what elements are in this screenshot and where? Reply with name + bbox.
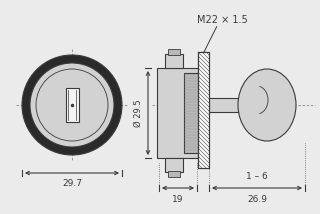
Circle shape — [22, 55, 122, 155]
Bar — [66, 88, 78, 122]
Circle shape — [30, 63, 114, 147]
Bar — [157, 68, 198, 158]
Text: 1 – 6: 1 – 6 — [246, 172, 268, 181]
Text: 19: 19 — [172, 195, 184, 204]
Ellipse shape — [238, 69, 296, 141]
Bar — [165, 158, 183, 172]
Bar — [198, 52, 209, 168]
Bar — [168, 171, 180, 177]
Text: Ø 29.5: Ø 29.5 — [134, 99, 143, 127]
Bar — [165, 54, 183, 68]
Bar — [198, 52, 209, 168]
Bar — [184, 73, 198, 153]
Text: M22 × 1.5: M22 × 1.5 — [196, 15, 247, 25]
Text: 26.9: 26.9 — [247, 195, 267, 204]
Text: 29.7: 29.7 — [62, 179, 82, 188]
Bar — [168, 49, 180, 55]
Bar — [209, 98, 247, 112]
